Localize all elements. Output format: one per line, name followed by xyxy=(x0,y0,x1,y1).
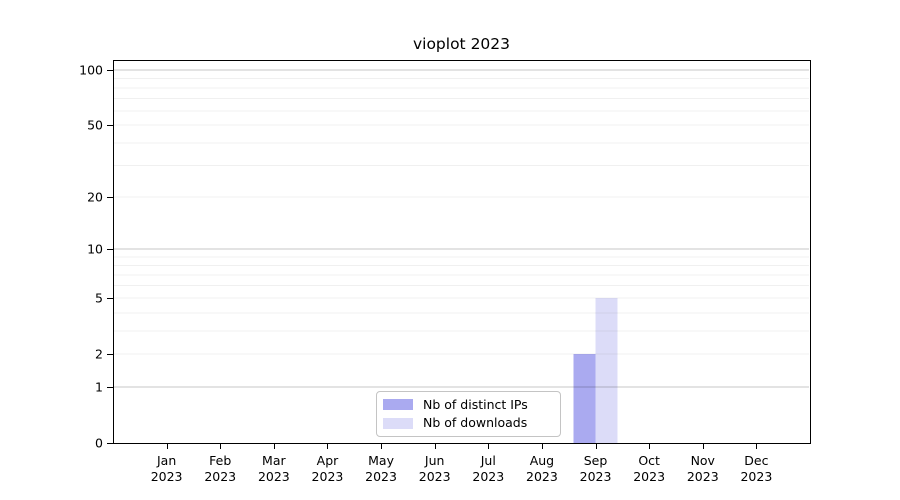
x-tick-label-year: 2023 xyxy=(151,469,183,484)
legend-swatch-distinct-ips xyxy=(383,399,413,411)
chart-title: vioplot 2023 xyxy=(412,35,511,53)
bar-distinct-ips xyxy=(573,354,596,443)
x-tick-label-year: 2023 xyxy=(740,469,772,484)
x-tick-label-month: Oct xyxy=(638,453,660,468)
x-tick-label-year: 2023 xyxy=(580,469,612,484)
bar-downloads xyxy=(595,298,618,443)
y-tick-label: 100 xyxy=(79,63,103,78)
x-tick-label-year: 2023 xyxy=(633,469,665,484)
y-tick-label: 0 xyxy=(95,436,103,451)
x-tick-label-month: Jul xyxy=(480,453,496,468)
legend-label-downloads: Nb of downloads xyxy=(423,415,528,430)
y-tick-label: 2 xyxy=(95,347,103,362)
x-tick-label-year: 2023 xyxy=(365,469,397,484)
x-tick-label-year: 2023 xyxy=(204,469,236,484)
x-tick-label-month: Feb xyxy=(209,453,231,468)
x-tick-label-month: Mar xyxy=(262,453,286,468)
legend-item-distinct-ips: Nb of distinct IPs xyxy=(383,396,554,412)
legend-item-downloads: Nb of downloads xyxy=(383,415,554,430)
y-tick-label: 50 xyxy=(87,118,103,133)
x-tick-label-year: 2023 xyxy=(472,469,504,484)
legend-swatch-downloads xyxy=(383,417,413,429)
x-tick-label-year: 2023 xyxy=(258,469,290,484)
x-tick-label-month: Sep xyxy=(584,453,608,468)
x-tick-label-month: May xyxy=(368,453,394,468)
x-tick-label-month: Jun xyxy=(424,453,445,468)
y-tick-label: 20 xyxy=(87,189,103,204)
x-tick-label-month: Aug xyxy=(530,453,554,468)
y-tick-label: 5 xyxy=(95,291,103,306)
y-tick-label: 1 xyxy=(95,379,103,394)
y-tick-label: 10 xyxy=(87,242,103,257)
x-tick-label-year: 2023 xyxy=(419,469,451,484)
x-tick-label-year: 2023 xyxy=(526,469,558,484)
x-tick-label-month: Dec xyxy=(744,453,768,468)
legend: Nb of distinct IPs Nb of downloads xyxy=(376,391,561,437)
x-tick-label-year: 2023 xyxy=(687,469,719,484)
x-tick-label-month: Nov xyxy=(691,453,716,468)
x-tick-label-month: Jan xyxy=(156,453,176,468)
x-tick-label-year: 2023 xyxy=(312,469,344,484)
legend-label-distinct-ips: Nb of distinct IPs xyxy=(423,396,528,412)
x-tick-label-month: Apr xyxy=(317,453,339,468)
plot-frame xyxy=(113,60,811,444)
